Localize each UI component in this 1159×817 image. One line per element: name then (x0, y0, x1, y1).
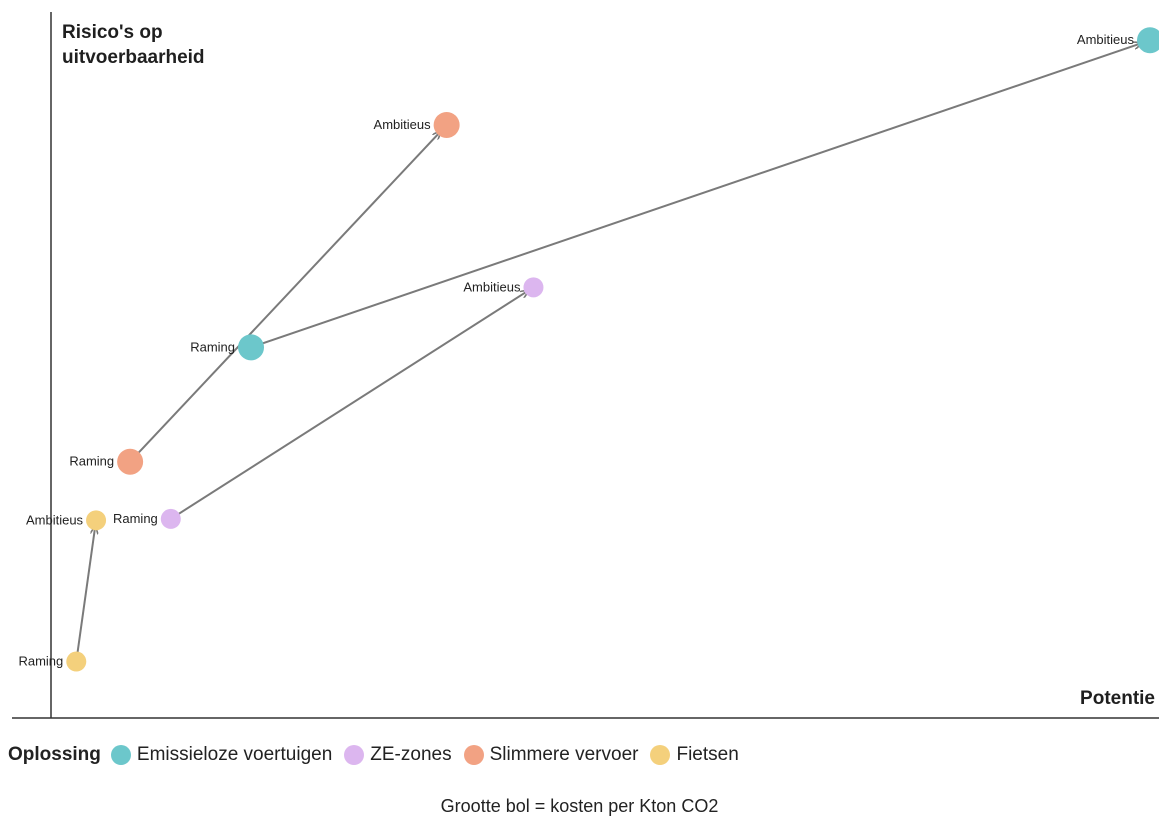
legend-swatch (110, 745, 131, 765)
size-footnote: Grootte bol = kosten per Kton CO2 (440, 796, 719, 816)
point-label-ze-zones-raming: Raming (113, 511, 158, 526)
point-slimmere-vervoer-raming (117, 448, 144, 475)
arrow-fietsen (75, 526, 95, 662)
arrow-ze-zones (170, 291, 529, 520)
arrows-layer (75, 43, 1141, 662)
point-fietsen-raming (66, 651, 87, 672)
point-label-slimmere-vervoer-ambitieus: Ambitieus (374, 117, 432, 132)
point-fietsen-ambitieus (86, 510, 107, 531)
legend-item-fietsen: Fietsen (650, 744, 739, 766)
legend-swatch (344, 745, 365, 765)
point-ze-zones-ambitieus (523, 277, 544, 298)
legend-swatch (463, 745, 484, 765)
point-emissieloze-voertuigen-ambitieus (1137, 27, 1159, 54)
point-label-ze-zones-ambitieus: Ambitieus (463, 279, 521, 294)
point-label-fietsen-raming: Raming (18, 654, 63, 669)
legend-label: Emissieloze voertuigen (136, 744, 333, 765)
point-label-fietsen-ambitieus: Ambitieus (26, 512, 84, 527)
point-emissieloze-voertuigen-raming (238, 334, 265, 361)
point-label-slimmere-vervoer-raming: Raming (69, 454, 114, 469)
legend-item-ze-zones: ZE-zones (344, 744, 452, 766)
legend-title: Oplossing (8, 744, 101, 765)
legend-item-emissieloze-voertuigen: Emissieloze voertuigen (110, 744, 333, 766)
legend-item-slimmere-vervoer: Slimmere vervoer (463, 744, 639, 766)
arrow-emissieloze-voertuigen (250, 43, 1141, 349)
point-slimmere-vervoer-ambitieus (433, 111, 460, 138)
legend-label: Slimmere vervoer (489, 744, 639, 765)
legend-label: Fietsen (676, 744, 739, 765)
labels-layer: Raming Ambitieus Raming Ambitieus Raming Ambi… (18, 32, 1134, 668)
x-axis-label: Potentie (1080, 688, 1155, 709)
point-label-emissieloze-voertuigen-ambitieus: Ambitieus (1077, 32, 1135, 47)
arrow-slimmere-vervoer (129, 132, 440, 463)
point-label-emissieloze-voertuigen-raming: Raming (190, 339, 235, 354)
legend-swatch (650, 745, 671, 765)
legend: Oplossing Emissieloze voertuigen ZE-zone… (8, 744, 751, 766)
points-layer (66, 27, 1159, 672)
y-axis-label: Risico's op uitvoerbaarheid (62, 22, 205, 68)
point-ze-zones-raming (160, 508, 181, 529)
legend-label: ZE-zones (370, 744, 452, 765)
